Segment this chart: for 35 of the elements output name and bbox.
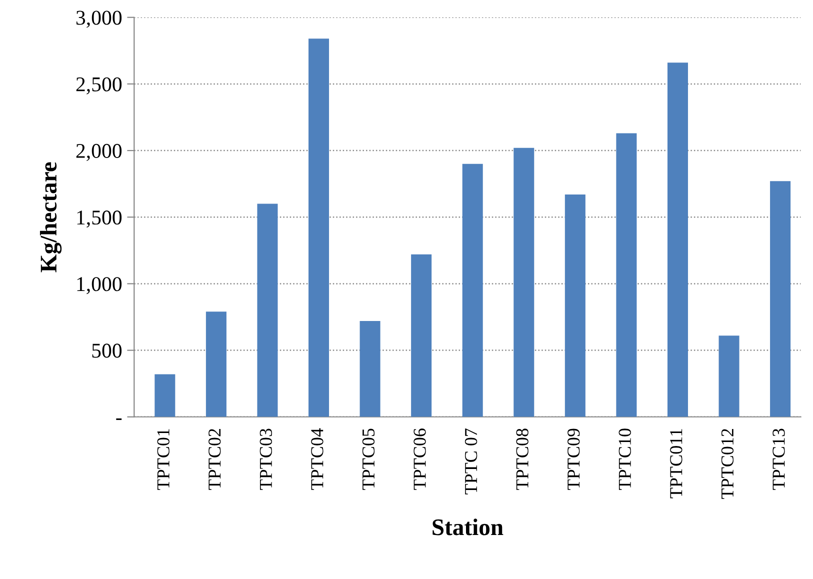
x-tick-label: TPTC011: [670, 429, 682, 498]
bar: [462, 164, 483, 417]
y-tick-label: 2,500: [76, 77, 122, 94]
y-tick-label: 500: [92, 344, 122, 358]
bar: [360, 321, 380, 417]
bar: [257, 204, 278, 417]
bar: [616, 133, 637, 417]
bar: [564, 194, 586, 417]
y-axis-title: Kg/hectare: [40, 162, 62, 272]
y-tick-label: 2,000: [76, 144, 122, 161]
bar: [514, 148, 534, 417]
y-tick-label: -: [116, 418, 122, 420]
x-tick-label: TPTC08: [516, 428, 528, 490]
bar: [411, 254, 432, 417]
x-tick-label: TPTC012: [721, 428, 734, 499]
x-tick-label: TPTC05: [362, 428, 375, 490]
x-tick-label: TPTC 07: [464, 428, 478, 494]
bar: [206, 312, 226, 417]
x-tick-label: TPTC02: [208, 428, 221, 490]
bar: [154, 374, 176, 417]
y-tick-label: 1,000: [77, 277, 122, 294]
x-tick-label: TPTC01: [157, 429, 170, 490]
y-tick-label: 1,500: [77, 210, 122, 228]
y-tick-label: 3,000: [76, 10, 122, 28]
x-axis-title: Station: [432, 518, 504, 536]
x-tick-label: TPTC13: [772, 428, 785, 490]
x-tick-label: TPTC09: [568, 428, 580, 490]
bar: [770, 181, 791, 417]
x-tick-label: TPTC04: [311, 428, 324, 490]
bar: [718, 336, 740, 417]
x-tick-label: TPTC03: [260, 428, 272, 490]
x-tick-label: TPTC06: [414, 428, 426, 490]
bar: [308, 38, 330, 417]
x-tick-label: TPTC10: [618, 428, 631, 490]
bar: [667, 62, 688, 417]
